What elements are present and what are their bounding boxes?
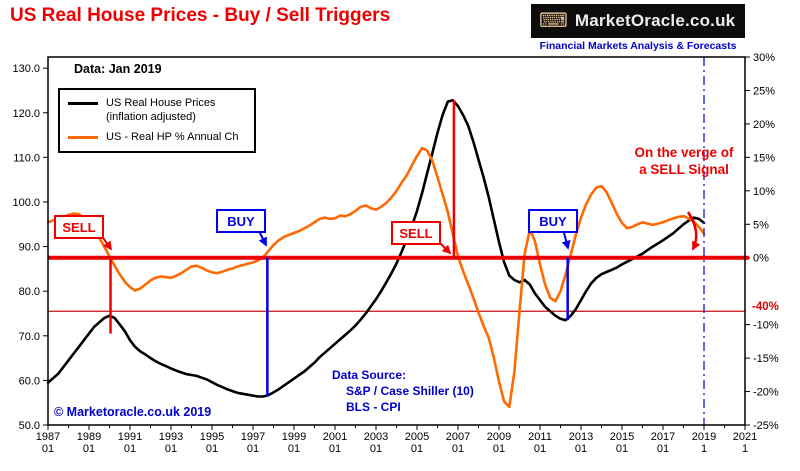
right-axis-tick-label: -15% — [753, 353, 779, 365]
data-source-heading: Data Source: — [332, 368, 407, 382]
x-axis-year-label: 2017 — [651, 431, 675, 443]
right-axis-tick-label: 15% — [753, 152, 775, 164]
right-axis-tick-label: 10% — [753, 186, 775, 198]
chart-legend: US Real House Prices (inflation adjusted… — [58, 88, 256, 154]
x-axis-year-label: 1987 — [36, 431, 60, 443]
x-axis-month-label: 01 — [452, 443, 464, 455]
x-axis-month-label: 1 — [701, 443, 707, 455]
left-axis-tick-label: 90.0 — [19, 242, 40, 254]
sell-signal-box-1990: SELL — [54, 215, 104, 239]
x-axis-month-label: 01 — [493, 443, 505, 455]
x-axis-month-label: 01 — [534, 443, 546, 455]
x-axis-year-label: 2019 — [692, 431, 716, 443]
left-axis-tick-label: 70.0 — [19, 331, 40, 343]
x-axis-year-label: 2013 — [569, 431, 593, 443]
data-source-line: S&P / Case Shiller (10) — [346, 383, 474, 398]
x-axis-year-label: 2021 — [733, 431, 757, 443]
right-axis-tick-label: -20% — [753, 387, 779, 399]
buy-signal-label: BUY — [227, 213, 255, 229]
x-axis-month-label: 01 — [42, 443, 54, 455]
x-axis-year-label: 2011 — [528, 431, 552, 443]
x-axis-month-label: 01 — [411, 443, 423, 455]
x-axis-month-label: 01 — [206, 443, 218, 455]
x-axis-month-label: 01 — [370, 443, 382, 455]
right-axis-tick-label: 0% — [753, 253, 769, 265]
right-axis-tick-label: -25% — [753, 420, 779, 432]
x-axis-year-label: 1997 — [241, 431, 265, 443]
x-axis-month-label: 01 — [575, 443, 587, 455]
verge-of-sell-annotation: On the verge of a SELL Signal — [605, 144, 763, 178]
buy-signal-box-1997: BUY — [216, 209, 266, 233]
sell-signal-label: SELL — [62, 219, 96, 235]
legend-label-price: US Real House Prices (inflation adjusted… — [106, 97, 216, 123]
typewriter-icon: ⌨ — [539, 10, 568, 32]
left-axis-tick-label: 110.0 — [13, 152, 40, 164]
x-axis-year-label: 1991 — [118, 431, 142, 443]
verge-line-2: a SELL Signal — [639, 162, 729, 178]
right-axis-tick-label: -10% — [753, 320, 779, 332]
x-axis-month-label: 01 — [657, 443, 669, 455]
right-axis-tick-label: 5% — [753, 219, 769, 231]
marketoracle-logo[interactable]: ⌨ MarketOracle.co.uk — [531, 4, 745, 38]
x-axis-month-label: 1 — [742, 443, 748, 455]
verge-line-1: On the verge of — [634, 145, 734, 160]
data-source-line: BLS - CPI — [346, 399, 401, 414]
x-axis-month-label: 01 — [329, 443, 341, 455]
right-axis-tick-label: 25% — [753, 85, 775, 97]
right-axis-tick-label: 30% — [753, 52, 775, 64]
data-source-block: Data Source: S&P / Case Shiller (10) BLS… — [332, 368, 474, 415]
x-axis-year-label: 1995 — [200, 431, 224, 443]
x-axis-month-label: 01 — [165, 443, 177, 455]
sell-warning-arrow — [686, 211, 701, 251]
left-axis-tick-label: 120.0 — [12, 108, 40, 120]
sell-signal-label: SELL — [399, 225, 433, 241]
left-axis-tick-label: 60.0 — [19, 375, 40, 387]
x-axis-year-label: 2007 — [446, 431, 470, 443]
series-line-1 — [46, 146, 706, 409]
left-axis-tick-label: 80.0 — [19, 286, 40, 298]
logo-text: MarketOracle.co.uk — [574, 11, 736, 30]
x-axis-month-label: 01 — [124, 443, 136, 455]
page-title: US Real House Prices - Buy / Sell Trigge… — [10, 5, 391, 26]
copyright-note: © Marketoracle.co.uk 2019 — [54, 405, 212, 419]
x-axis-year-label: 2015 — [610, 431, 634, 443]
annual-change-line-sample — [68, 135, 98, 139]
plot-border — [47, 56, 746, 426]
logo-tagline: Financial Markets Analysis & Forecasts — [539, 40, 737, 52]
x-axis-month-label: 01 — [247, 443, 259, 455]
x-axis-year-label: 2003 — [364, 431, 388, 443]
left-axis-tick-label: 130.0 — [12, 63, 40, 75]
x-axis-year-label: 2005 — [405, 431, 429, 443]
buy-signal-label: BUY — [539, 213, 567, 229]
left-axis-tick-label: 50.0 — [19, 420, 40, 432]
left-axis-tick-label: 100.0 — [12, 197, 40, 209]
x-axis-month-label: 01 — [83, 443, 95, 455]
buy-signal-box-2012: BUY — [528, 209, 578, 233]
price-line-sample — [68, 102, 98, 105]
sell-signal-box-2006: SELL — [391, 221, 441, 245]
data-date-note: Data: Jan 2019 — [74, 62, 162, 76]
x-axis-year-label: 2001 — [323, 431, 347, 443]
series-line-0 — [46, 99, 706, 398]
legend-item-annual-change: US - Real HP % Annual Ch — [68, 131, 246, 145]
x-axis-year-label: 1999 — [282, 431, 306, 443]
right-axis-tick-label: 20% — [753, 119, 775, 131]
threshold-label: -40% — [752, 301, 779, 313]
legend-label-annual-change: US - Real HP % Annual Ch — [106, 130, 239, 143]
x-axis-year-label: 2009 — [487, 431, 511, 443]
x-axis-month-label: 01 — [288, 443, 300, 455]
x-axis-year-label: 1993 — [159, 431, 183, 443]
x-axis-month-label: 01 — [616, 443, 628, 455]
legend-item-price: US Real House Prices (inflation adjusted… — [68, 97, 246, 125]
x-axis-year-label: 1989 — [77, 431, 101, 443]
